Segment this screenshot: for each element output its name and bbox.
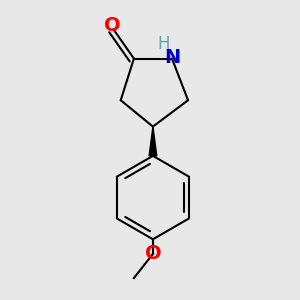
Text: H: H (157, 35, 169, 53)
Text: N: N (165, 48, 181, 67)
Text: O: O (145, 244, 161, 263)
Text: O: O (103, 16, 120, 35)
Polygon shape (149, 127, 157, 156)
